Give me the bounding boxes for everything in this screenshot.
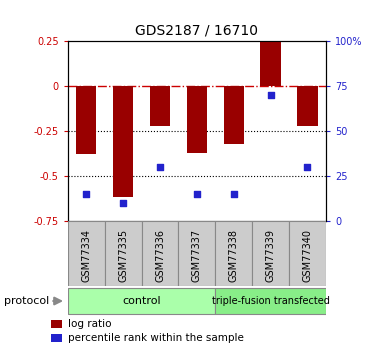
Text: GSM77335: GSM77335	[118, 229, 128, 282]
Text: GSM77338: GSM77338	[229, 229, 239, 282]
Point	[304, 164, 310, 170]
Bar	[215, 288, 326, 314]
Text: triple-fusion transfected: triple-fusion transfected	[212, 296, 329, 306]
Text: GSM77340: GSM77340	[303, 229, 312, 282]
Text: protocol: protocol	[4, 296, 49, 306]
Bar	[68, 221, 105, 286]
Bar	[150, 86, 170, 126]
Text: percentile rank within the sample: percentile rank within the sample	[68, 333, 244, 343]
Text: GSM77334: GSM77334	[81, 229, 91, 282]
Bar	[252, 221, 289, 286]
Text: GSM77336: GSM77336	[155, 229, 165, 282]
Text: GSM77339: GSM77339	[266, 229, 275, 282]
Bar	[223, 86, 244, 144]
Point	[230, 191, 237, 197]
Text: control: control	[122, 296, 161, 306]
Bar	[76, 86, 97, 155]
Bar	[260, 38, 281, 86]
Bar	[51, 320, 62, 328]
Bar	[113, 86, 133, 197]
Point	[194, 191, 200, 197]
Bar	[68, 288, 215, 314]
Bar	[142, 221, 178, 286]
Point	[268, 92, 274, 98]
Point	[157, 164, 163, 170]
Title: GDS2187 / 16710: GDS2187 / 16710	[135, 23, 258, 38]
Bar	[178, 221, 215, 286]
Bar	[105, 221, 142, 286]
Text: log ratio: log ratio	[68, 319, 111, 329]
Point	[83, 191, 89, 197]
Point	[120, 200, 126, 206]
Bar	[215, 221, 252, 286]
Bar	[289, 221, 326, 286]
Bar	[187, 86, 207, 152]
Bar	[51, 334, 62, 342]
Text: GSM77337: GSM77337	[192, 229, 202, 282]
Bar	[297, 86, 318, 126]
